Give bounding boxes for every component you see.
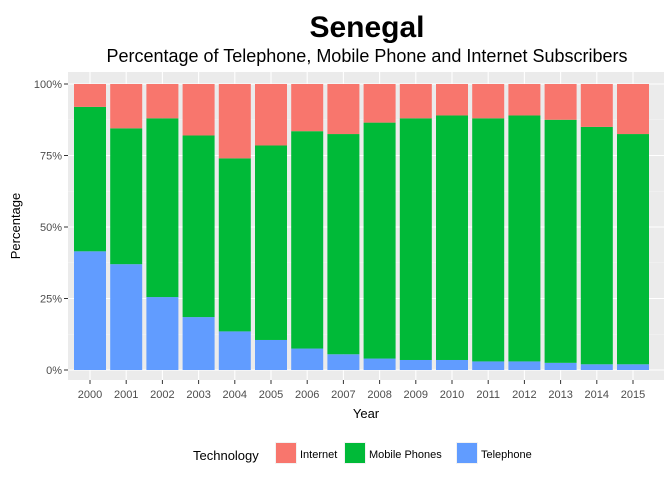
bar-internet-2000: [74, 84, 106, 107]
bar-telephone-2011: [472, 361, 505, 370]
bar-telephone-2001: [110, 264, 143, 370]
x-tick-label: 2000: [78, 389, 102, 401]
bar-mobile-phones-2002: [146, 118, 179, 298]
bar-mobile-phones-2001: [110, 128, 143, 265]
bar-mobile-phones-2010: [436, 115, 468, 360]
bar-internet-2009: [399, 84, 432, 119]
bar-telephone-2005: [255, 339, 287, 370]
bar-internet-2012: [508, 84, 541, 116]
legend-title: Technology: [193, 448, 259, 463]
bar-mobile-phones-2015: [617, 134, 649, 365]
bar-mobile-phones-2009: [399, 118, 432, 360]
x-axis-title: Year: [353, 406, 380, 421]
bar-internet-2008: [363, 84, 396, 123]
x-tick-label: 2008: [367, 389, 391, 401]
x-tick-label: 2002: [150, 389, 174, 401]
chart-title: Senegal: [309, 11, 424, 44]
y-tick-label: 50%: [40, 222, 62, 234]
bar-internet-2014: [580, 84, 613, 127]
bar-mobile-phones-2013: [544, 119, 577, 363]
legend-label-mobile-phones: Mobile Phones: [369, 449, 442, 461]
legend-swatch-internet: [276, 443, 296, 463]
bar-internet-2006: [291, 84, 324, 132]
bar-internet-2005: [255, 84, 287, 146]
y-tick-label: 25%: [40, 294, 62, 306]
y-tick-label: 100%: [34, 79, 62, 91]
x-tick-label: 2003: [186, 389, 210, 401]
x-axis: 2000 2001 2002 2003 2004 2005 2006 2007 2008 2009…: [78, 380, 645, 401]
bar-telephone-2006: [291, 348, 324, 370]
bar-internet-2007: [327, 84, 360, 135]
x-tick-label: 2004: [223, 389, 247, 401]
bar-mobile-phones-2006: [291, 131, 324, 349]
x-tick-label: 2013: [548, 389, 572, 401]
bar-internet-2004: [218, 84, 251, 159]
x-tick-label: 2007: [331, 389, 355, 401]
legend: Technology Internet Mobile Phones Telephon…: [193, 442, 532, 464]
bar-internet-2015: [617, 84, 649, 135]
bar-telephone-2009: [399, 359, 432, 370]
bar-mobile-phones-2005: [255, 145, 287, 340]
bar-telephone-2000: [74, 251, 106, 370]
bar-mobile-phones-2003: [182, 135, 215, 318]
bar-mobile-phones-2014: [580, 126, 613, 365]
bar-mobile-phones-2004: [218, 158, 251, 332]
x-tick-label: 2005: [259, 389, 283, 401]
bar-internet-2001: [110, 84, 143, 129]
bar-internet-2013: [544, 84, 577, 120]
bar-telephone-2008: [363, 358, 396, 370]
x-tick-label: 2010: [440, 389, 464, 401]
legend-label-telephone: Telephone: [481, 449, 532, 461]
bar-mobile-phones-2011: [472, 118, 505, 362]
bar-telephone-2003: [182, 317, 215, 370]
bars: [74, 84, 649, 370]
bar-internet-2011: [472, 84, 505, 119]
y-axis-title: Percentage: [8, 193, 23, 260]
bar-mobile-phones-2008: [363, 122, 396, 359]
bar-telephone-2013: [544, 362, 577, 370]
bar-telephone-2010: [436, 359, 468, 370]
y-axis: 0% 25% 50% 75% 100%: [34, 79, 68, 377]
legend-swatch-telephone: [457, 443, 477, 463]
y-tick-label: 75%: [40, 151, 62, 163]
bar-telephone-2012: [508, 361, 541, 370]
y-tick-label: 0%: [46, 365, 62, 377]
legend-label-internet: Internet: [300, 449, 337, 461]
x-tick-label: 2015: [621, 389, 645, 401]
bar-internet-2010: [436, 84, 468, 116]
bar-telephone-2014: [580, 364, 613, 370]
bar-mobile-phones-2012: [508, 115, 541, 362]
x-tick-label: 2001: [114, 389, 138, 401]
x-tick-label: 2009: [404, 389, 428, 401]
bar-telephone-2004: [218, 331, 251, 370]
bar-internet-2003: [182, 84, 215, 136]
legend-swatch-mobile-phones: [345, 443, 365, 463]
x-tick-label: 2011: [476, 389, 500, 401]
chart-subtitle: Percentage of Telephone, Mobile Phone an…: [106, 46, 627, 66]
bar-internet-2002: [146, 84, 179, 119]
x-tick-label: 2014: [585, 389, 609, 401]
x-tick-label: 2006: [295, 389, 319, 401]
x-tick-label: 2012: [512, 389, 536, 401]
bar-telephone-2002: [146, 297, 179, 370]
bar-telephone-2015: [617, 364, 649, 370]
bar-mobile-phones-2000: [74, 106, 106, 252]
bar-mobile-phones-2007: [327, 134, 360, 355]
bar-telephone-2007: [327, 354, 360, 370]
